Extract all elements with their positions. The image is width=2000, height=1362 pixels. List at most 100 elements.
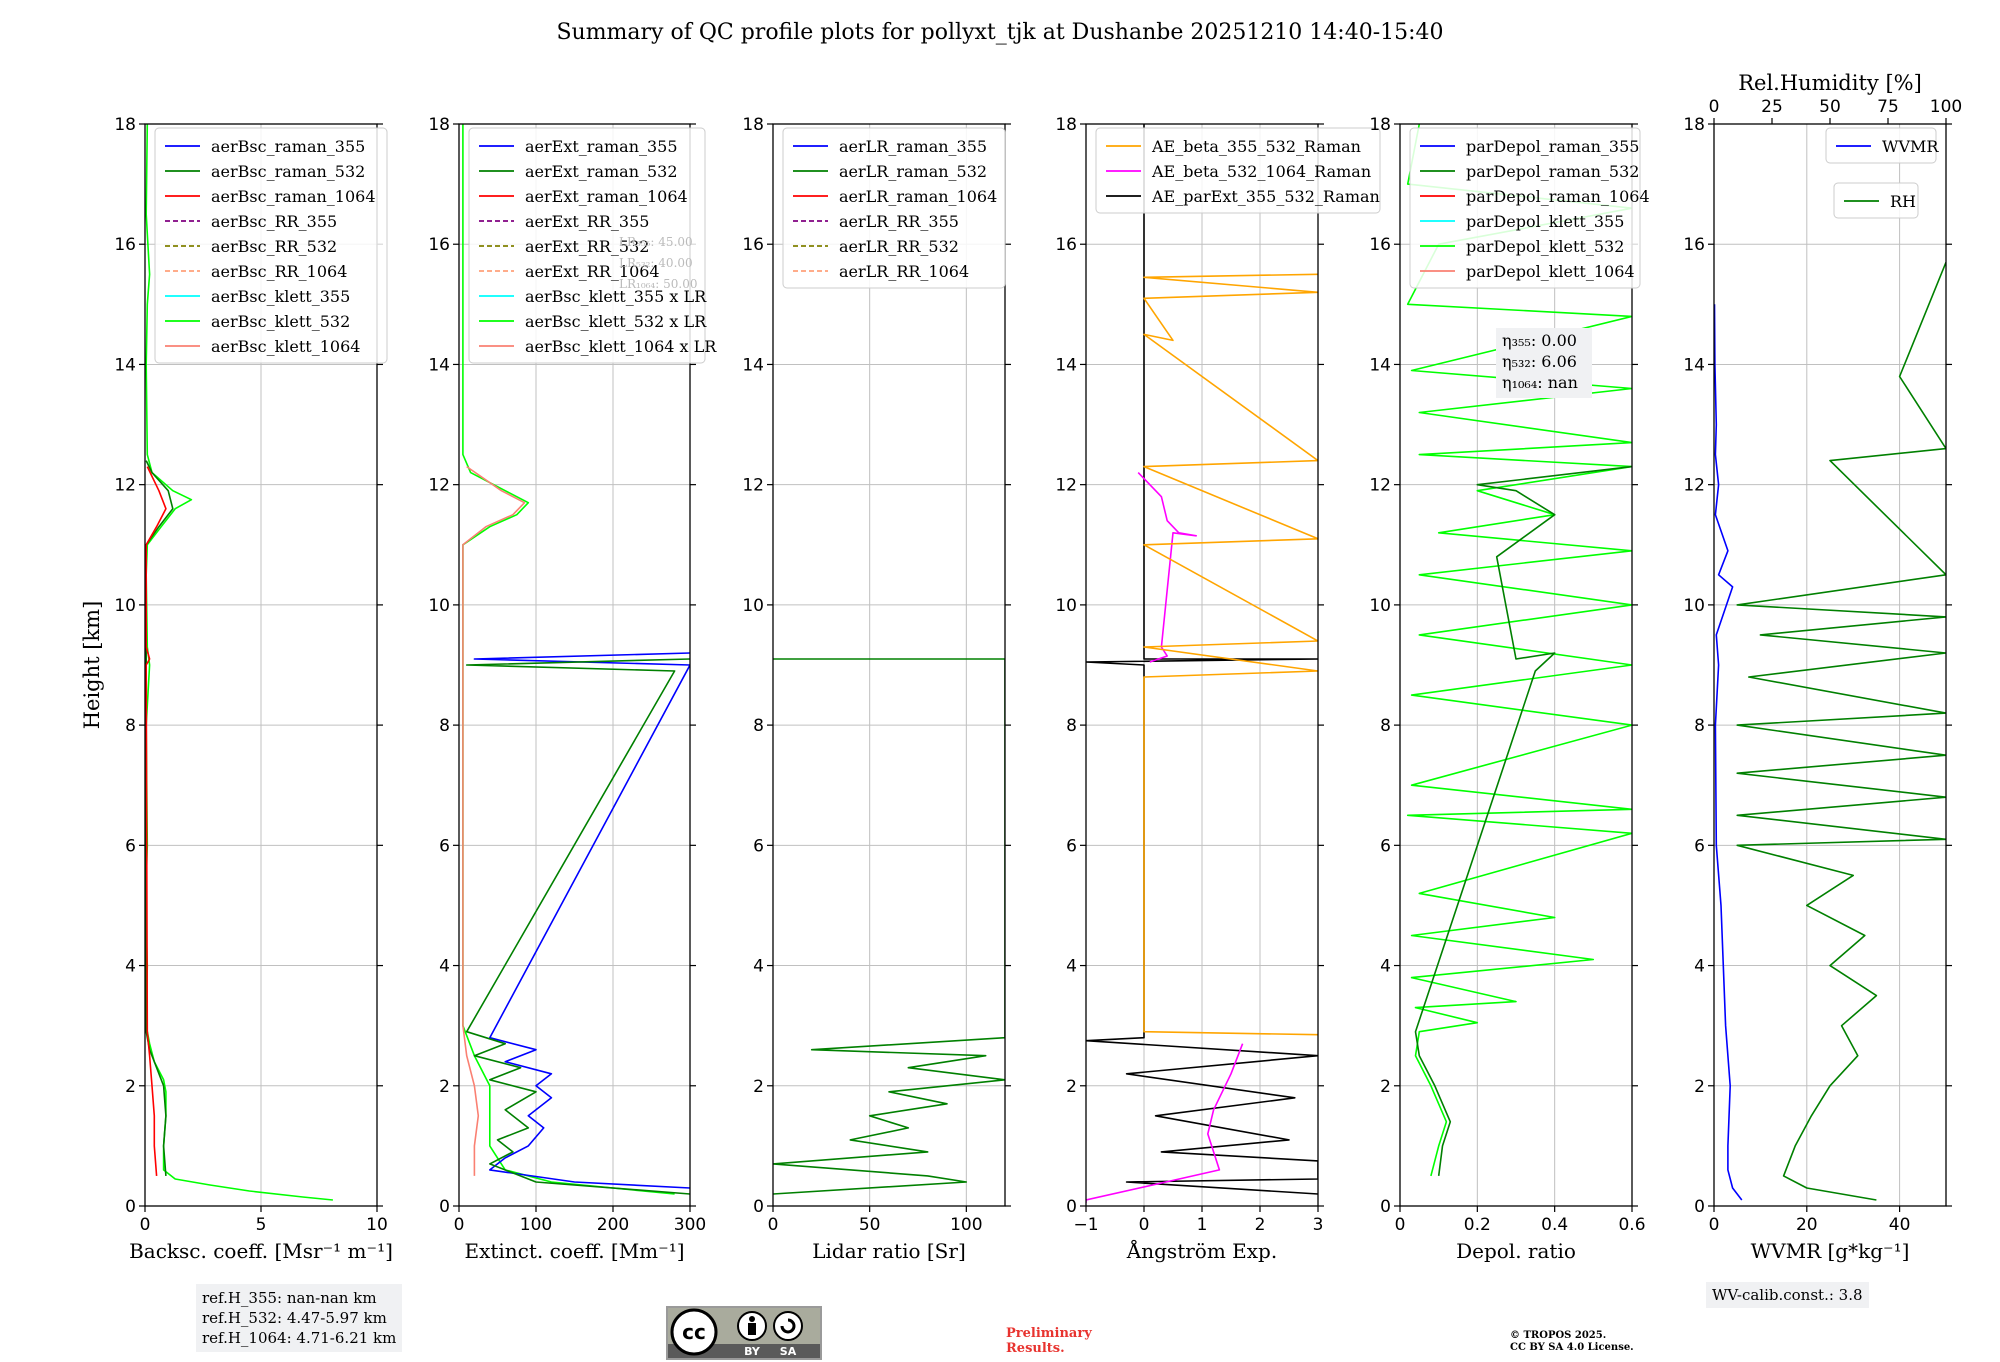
y-tick-label: 4	[753, 957, 764, 977]
y-tick-label: 8	[125, 716, 136, 736]
panel-3: 0 2 4 6 8 10 12 14 16 18 0 50 100 Lidar ratio [Sr] aer…	[742, 115, 1011, 1263]
y-tick-label: 2	[439, 1077, 450, 1097]
x-tick-label: 20	[1796, 1215, 1818, 1235]
x-tick-label: 100	[520, 1215, 552, 1235]
series-aerExt_raman_355	[473, 652, 690, 1189]
top-x-tick-label: 50	[1819, 97, 1841, 117]
y-tick-label: 2	[753, 1077, 764, 1097]
top-x-tick-label: 100	[1930, 97, 1962, 117]
y-tick-label: 4	[1694, 957, 1705, 977]
y-tick-label: 14	[114, 355, 136, 375]
legend-frame	[1825, 127, 1937, 164]
y-tick-label: 4	[125, 957, 136, 977]
reference-height-box: ref.H_355: nan-nan km ref.H_532: 4.47-5.…	[196, 1284, 403, 1352]
x-tick-label: 10	[366, 1215, 388, 1235]
x-tick-label: 5	[256, 1215, 267, 1235]
legend-label: aerBsc_raman_355	[211, 137, 365, 156]
legend-label: AE_parExt_355_532_Raman	[1151, 187, 1380, 206]
x-axis-label: Lidar ratio [Sr]	[812, 1239, 966, 1263]
legend-label: aerBsc_RR_1064	[211, 262, 347, 281]
y-tick-label: 16	[114, 235, 136, 255]
y-tick-label: 10	[1683, 596, 1705, 616]
legend-label: aerExt_RR_355	[525, 212, 649, 231]
series-aerBsc_klett_1064 x LR	[462, 465, 526, 1176]
legend-label: aerBsc_klett_532 x LR	[525, 312, 707, 331]
legend-label: aerBsc_raman_532	[211, 162, 365, 181]
y-tick-label: 0	[1380, 1197, 1391, 1217]
x-tick-label: 100	[950, 1215, 982, 1235]
y-tick-label: 12	[114, 476, 136, 496]
x-tick-label: 200	[597, 1215, 629, 1235]
series-AE_parExt_355_532_Raman	[1086, 124, 1318, 1195]
note-box	[1496, 328, 1592, 398]
x-tick-label: 2	[1255, 1215, 1266, 1235]
panel-note: η₅₃₂: 6.06	[1502, 352, 1577, 371]
legend-label: aerBsc_raman_1064	[211, 187, 376, 206]
copyright-notice: © TROPOS 2025. CC BY SA 4.0 License.	[1510, 1330, 1634, 1354]
y-tick-label: 8	[1694, 716, 1705, 736]
x-tick-label: 0	[454, 1215, 465, 1235]
y-tick-label: 6	[1380, 836, 1391, 856]
legend-label: aerExt_RR_532	[525, 237, 649, 256]
cc-logo-icon: cc BY SA	[668, 1308, 820, 1358]
legend-label: WVMR	[1882, 137, 1939, 156]
axes-frame	[1399, 123, 1633, 1207]
y-tick-label: 10	[1369, 596, 1391, 616]
y-tick-label: 16	[428, 235, 450, 255]
preliminary-line-2: Results.	[1006, 1341, 1065, 1356]
legend-label: parDepol_raman_1064	[1466, 187, 1650, 206]
legend-label: aerBsc_klett_355 x LR	[525, 287, 707, 306]
x-tick-label: 0	[1395, 1215, 1406, 1235]
y-tick-label: 18	[1369, 115, 1391, 135]
ref-height-355: ref.H_355: nan-nan km	[202, 1289, 377, 1307]
y-tick-label: 2	[1066, 1077, 1077, 1097]
series-group	[145, 124, 333, 1201]
y-tick-label: 0	[125, 1197, 136, 1217]
y-tick-label: 14	[1369, 355, 1391, 375]
cc-sa-label: SA	[780, 1345, 797, 1358]
legend-label: parDepol_klett_355	[1466, 212, 1624, 231]
x-tick-label: 0	[140, 1215, 151, 1235]
legend-label: RH	[1890, 192, 1916, 211]
legend-frame	[1409, 127, 1641, 289]
series-aerBsc_raman_1064	[145, 466, 167, 1176]
legend-label: aerExt_raman_532	[525, 162, 678, 181]
series-parDepol_raman_532	[1414, 465, 1632, 1177]
x-tick-label: −1	[1073, 1215, 1098, 1235]
x-tick-label: 0	[768, 1215, 779, 1235]
series-AE_beta_355_532_Raman	[1143, 273, 1318, 1036]
series-group	[1086, 124, 1318, 1203]
legend-label: aerBsc_klett_1064	[211, 337, 360, 356]
x-axis-label: Backsc. coeff. [Msr⁻¹ m⁻¹]	[129, 1239, 393, 1263]
series-aerLR_raman_532	[773, 658, 1005, 1195]
legend-label: aerLR_raman_532	[839, 162, 987, 181]
top-axis-label: Rel.Humidity [%]	[1738, 71, 1922, 95]
legend-label: aerLR_raman_1064	[839, 187, 997, 206]
x-tick-label: 3	[1313, 1215, 1324, 1235]
y-tick-label: 12	[1055, 476, 1077, 496]
legend-frame	[468, 127, 706, 364]
y-tick-label: 14	[428, 355, 450, 375]
x-axis-label: WVMR [g*kg⁻¹]	[1751, 1239, 1910, 1263]
legend: AE_beta_355_532_Raman AE_beta_532_1064_Ra…	[1095, 127, 1381, 214]
panel-5: 0 2 4 6 8 10 12 14 16 18 0 0.2 0.4 0.6 Depol. ratio par…	[1369, 115, 1649, 1263]
legend-label: aerExt_raman_355	[525, 137, 678, 156]
y-tick-label: 8	[753, 716, 764, 736]
axes-frame	[772, 123, 1006, 1207]
y-tick-label: 18	[114, 115, 136, 135]
y-tick-label: 6	[1066, 836, 1077, 856]
x-axis-label: Depol. ratio	[1456, 1239, 1576, 1263]
x-axis-label: Ångström Exp.	[1126, 1238, 1277, 1263]
y-tick-label: 8	[1066, 716, 1077, 736]
legend-label: aerExt_RR_1064	[525, 262, 660, 281]
legend-label: parDepol_klett_532	[1466, 237, 1624, 256]
legend: aerBsc_raman_355 aerBsc_raman_532 aerBsc_r…	[154, 127, 388, 364]
y-tick-label: 18	[1683, 115, 1705, 135]
legend-label: parDepol_raman_355	[1466, 137, 1639, 156]
panel-note: LR₅₃₂: 40.00	[619, 256, 693, 270]
panel-note: LR₃₅₅: 45.00	[619, 235, 693, 249]
y-tick-label: 10	[114, 596, 136, 616]
top-x-tick-label: 0	[1709, 97, 1720, 117]
